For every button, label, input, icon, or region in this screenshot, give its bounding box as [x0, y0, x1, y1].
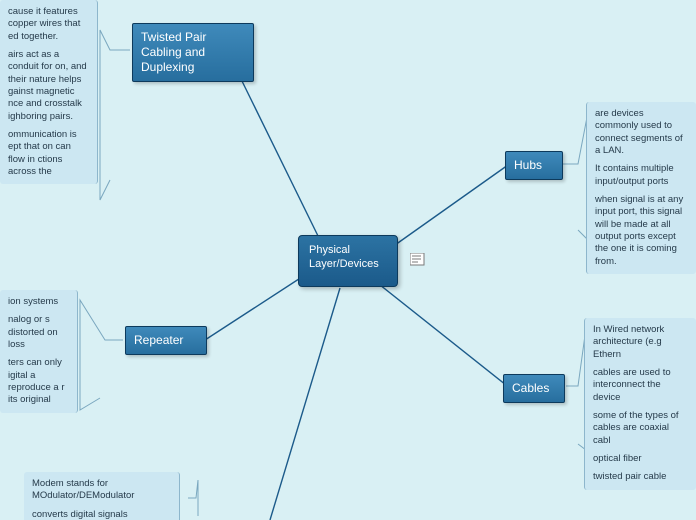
detail-cables: In Wired network architecture (e.g Ether…	[584, 318, 696, 490]
center-node[interactable]: Physical Layer/Devices	[298, 235, 398, 287]
node-hubs[interactable]: Hubs	[505, 151, 563, 180]
detail-hubs: are devices commonly used to connect seg…	[586, 102, 696, 274]
node-twisted-pair[interactable]: Twisted Pair Cabling and Duplexing	[132, 23, 254, 82]
node-cables[interactable]: Cables	[503, 374, 565, 403]
detail-modem: Modem stands for MOdulator/DEModulator c…	[24, 472, 180, 520]
detail-twisted: cause it features copper wires that ed t…	[0, 0, 98, 184]
node-repeater[interactable]: Repeater	[125, 326, 207, 355]
mindmap-canvas: Physical Layer/Devices Twisted Pair Cabl…	[0, 0, 696, 520]
detail-repeater: ion systems nalog or s distorted on loss…	[0, 290, 78, 413]
notes-icon[interactable]	[410, 253, 428, 267]
